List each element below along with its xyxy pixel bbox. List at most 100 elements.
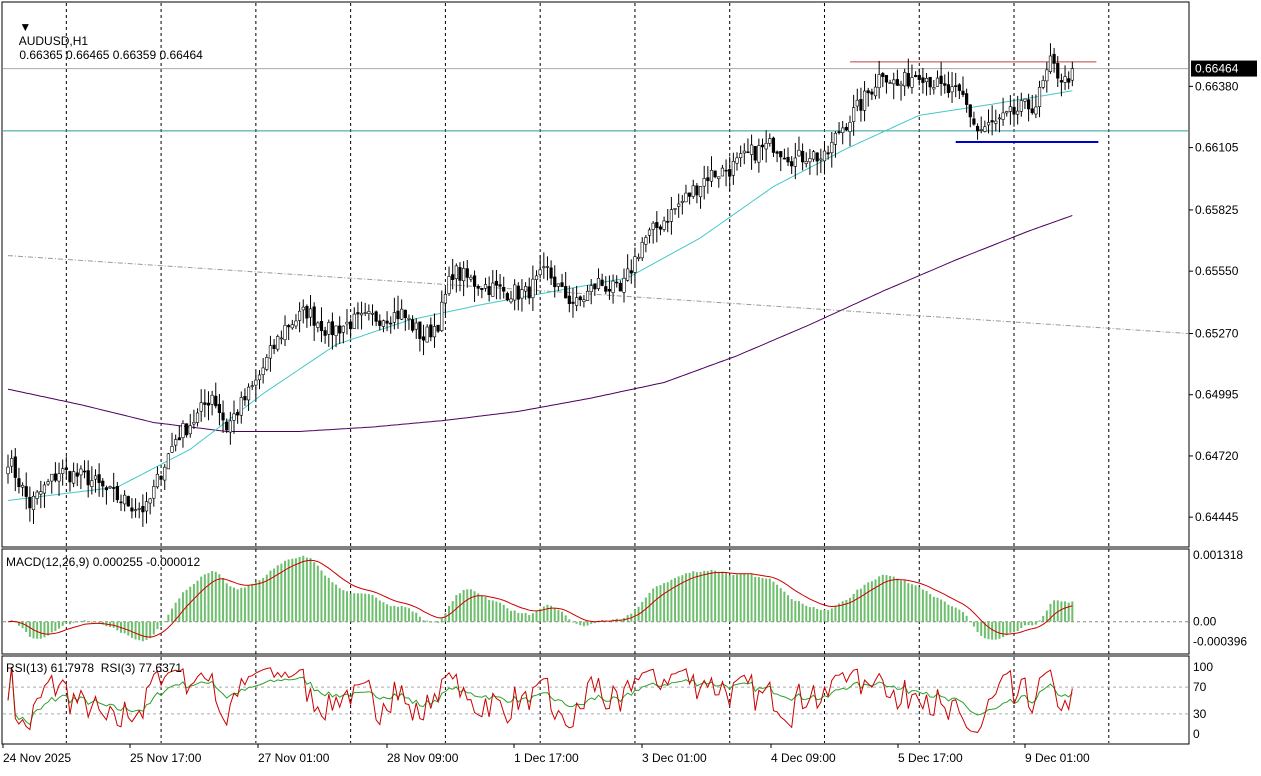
rsi3-line xyxy=(7,666,1073,733)
candle-body xyxy=(724,169,728,172)
candle-body xyxy=(615,281,619,284)
candle-body xyxy=(797,149,801,157)
time-label: 24 Nov 2025 xyxy=(3,751,71,765)
candle-body xyxy=(283,324,287,341)
candle-body xyxy=(986,122,991,126)
candle-body xyxy=(691,185,695,197)
candle-body xyxy=(1056,62,1060,79)
candle-body xyxy=(731,160,735,176)
candle-body xyxy=(549,267,553,279)
collapse-triangle-icon[interactable]: ▼ xyxy=(19,20,32,34)
candle-body xyxy=(279,337,283,340)
trend-line xyxy=(7,255,1189,334)
candle-body xyxy=(768,138,772,144)
candle-body xyxy=(206,402,211,406)
candle-body xyxy=(862,90,867,111)
candle-body xyxy=(349,321,353,330)
candle-body xyxy=(93,475,98,480)
candle-body xyxy=(39,491,43,495)
time-label: 9 Dec 01:00 xyxy=(1025,751,1090,765)
candle-body xyxy=(742,150,746,154)
candle-body xyxy=(680,200,684,203)
candle-body xyxy=(527,286,531,299)
candle-body xyxy=(658,226,663,230)
candle-body xyxy=(414,322,418,330)
candle-body xyxy=(75,472,79,477)
price-label: 0.64720 xyxy=(1195,449,1239,463)
candle-body xyxy=(647,229,652,236)
candle-body xyxy=(505,293,509,301)
candle-body xyxy=(946,84,951,93)
candle-body xyxy=(932,87,936,90)
candle-body xyxy=(192,422,196,425)
candle-body xyxy=(1034,106,1038,115)
candle-body xyxy=(115,486,119,501)
candle-body xyxy=(556,283,560,287)
candle-body xyxy=(1067,78,1071,83)
candle-body xyxy=(564,286,568,299)
candle-body xyxy=(531,278,535,299)
candle-body xyxy=(939,75,943,84)
candle-body xyxy=(626,268,630,281)
candle-body xyxy=(965,93,969,105)
candle-body xyxy=(640,241,644,259)
candle-body xyxy=(487,286,491,296)
candle-body xyxy=(837,131,841,134)
candle-body xyxy=(174,439,178,446)
candle-body xyxy=(432,326,437,338)
candle-body xyxy=(782,157,786,160)
candle-body xyxy=(990,120,994,123)
candle-body xyxy=(873,86,878,97)
symbol-header: ▼ AUDUSD,H1 0.66365 0.66465 0.66359 0.66… xyxy=(6,6,203,76)
candle-body xyxy=(677,203,681,207)
current-price-label: 0.66464 xyxy=(1195,62,1239,76)
candle-body xyxy=(560,282,564,287)
candle-body xyxy=(188,425,192,435)
macd-title: MACD(12,26,9) 0.000255 -0.000012 xyxy=(6,555,201,569)
candle-body xyxy=(287,325,291,328)
candle-body xyxy=(735,157,739,164)
candle-body xyxy=(706,177,710,182)
candle-body xyxy=(483,284,488,289)
time-label: 27 Nov 01:00 xyxy=(258,751,330,765)
candle-body xyxy=(596,277,601,289)
candle-body xyxy=(593,283,597,290)
candle-body xyxy=(403,309,407,319)
candle-body xyxy=(451,274,455,280)
candle-body xyxy=(319,321,324,332)
macd-axis-label: 0.001318 xyxy=(1193,548,1243,562)
candle-body xyxy=(582,299,586,302)
candle-body xyxy=(214,395,218,407)
candle-body xyxy=(895,79,899,86)
candle-body xyxy=(983,126,987,132)
candle-body xyxy=(833,132,838,145)
candle-body xyxy=(1027,99,1031,110)
candle-body xyxy=(811,151,816,160)
candle-body xyxy=(378,320,382,326)
symbol-label: AUDUSD,H1 xyxy=(18,34,89,48)
candle-body xyxy=(502,286,506,292)
price-label: 0.65825 xyxy=(1195,203,1239,217)
candle-body xyxy=(684,192,688,203)
candle-body xyxy=(112,487,116,489)
candle-body xyxy=(323,330,327,336)
candle-body xyxy=(170,446,174,453)
candle-body xyxy=(290,324,294,329)
candle-body xyxy=(713,170,717,178)
time-label: 28 Nov 09:00 xyxy=(387,751,459,765)
candle-body xyxy=(975,125,980,132)
main-pane[interactable] xyxy=(1,1,1190,548)
candle-body xyxy=(553,276,557,288)
candle-body xyxy=(345,321,349,325)
candle-body xyxy=(757,145,761,163)
candle-body xyxy=(906,73,910,87)
candle-body xyxy=(316,322,320,328)
candle-body xyxy=(928,76,932,88)
rsi-pane[interactable] xyxy=(1,655,1190,745)
candle-body xyxy=(600,279,604,286)
candle-body xyxy=(28,496,32,509)
candle-body xyxy=(618,282,622,292)
candle-body xyxy=(830,141,834,154)
